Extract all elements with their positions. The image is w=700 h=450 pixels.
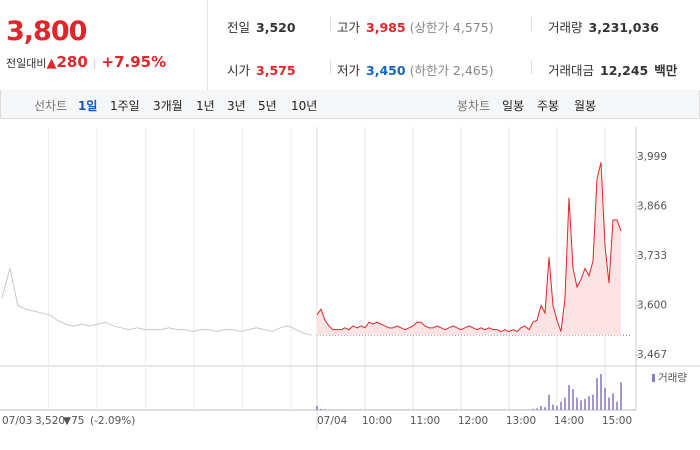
volume-bar	[620, 382, 622, 410]
stat-unit: 백만	[654, 63, 678, 78]
volume-bar	[572, 389, 574, 410]
tab[interactable]: 주봉	[537, 99, 560, 113]
x-tick-label: 15:00	[602, 415, 632, 427]
area	[317, 162, 621, 336]
change-value: 280	[56, 53, 88, 71]
change-label: 전일대비	[6, 57, 47, 70]
volume-bar	[568, 385, 570, 410]
stat-value: 3,520	[256, 20, 296, 35]
y-tick-label: 3,866	[637, 201, 667, 213]
y-tick-label: 3,467	[637, 349, 667, 361]
stat: 저가 3,450 (하한가 2,465)	[337, 60, 494, 79]
y-tick-label: 3,999	[637, 151, 667, 163]
change-pct: +7.95%	[101, 53, 167, 71]
tab-group-label: 선차트	[34, 99, 68, 113]
volume-bar	[588, 396, 590, 410]
volume-bar	[608, 397, 610, 410]
stat-label: 거래대금	[548, 63, 595, 78]
volume-bar	[584, 398, 586, 410]
divider: |	[92, 57, 97, 70]
stat-label: 저가	[337, 63, 361, 78]
x-tick-label: 10:00	[362, 415, 392, 427]
x-tick-label: 14:00	[554, 415, 584, 427]
volume-bar	[596, 378, 598, 410]
prev-close: 3,520	[35, 415, 65, 427]
volume-bar	[556, 405, 558, 410]
volume-bar	[592, 394, 594, 410]
x-tick-label: 13:00	[506, 415, 536, 427]
volume-bar	[560, 401, 562, 410]
volume-bar	[580, 400, 582, 410]
stat-value: 3,575	[256, 63, 296, 78]
y-tick-label: 3,600	[637, 300, 667, 312]
volume-bar	[604, 387, 606, 410]
volume-bar	[600, 374, 602, 410]
divider	[330, 17, 331, 31]
tab[interactable]: 1년	[196, 99, 215, 113]
stat-label: 고가	[337, 20, 361, 35]
divider	[531, 17, 532, 31]
stat: 거래대금 12,245 백만	[548, 60, 677, 79]
x-tick-label: 11:00	[410, 415, 440, 427]
legend-label: 거래량	[658, 372, 687, 384]
divider	[330, 60, 331, 74]
tab[interactable]: 일봉	[502, 99, 525, 113]
stat: 시가 3,575	[227, 60, 296, 79]
prev-change: ▼75	[63, 415, 84, 427]
stat-value: 3,985	[366, 20, 406, 35]
volume-bar	[320, 408, 322, 410]
tab-group-label: 봉차트	[457, 99, 491, 113]
x-tick-label: 07/04	[317, 415, 348, 427]
y-tick-label: 3,733	[637, 250, 667, 262]
stat-value: 12,245	[600, 63, 649, 78]
x-tick-label: 12:00	[458, 415, 488, 427]
stat-label: 전일	[227, 20, 251, 35]
stat-note: (상한가 4,575)	[409, 20, 494, 35]
prev-day-line	[1, 268, 313, 336]
tab[interactable]: 월봉	[574, 99, 597, 113]
tab[interactable]: 5년	[258, 99, 277, 113]
volume-bar	[324, 409, 326, 410]
volume-bar	[548, 394, 550, 410]
volume-bar	[552, 404, 554, 410]
volume-bar	[612, 393, 614, 410]
volume-bar	[540, 405, 542, 410]
legend-swatch	[652, 374, 655, 382]
stat: 거래량 3,231,036	[548, 17, 659, 36]
stat-value: 3,450	[366, 63, 406, 78]
tab[interactable]: 10년	[291, 99, 318, 113]
stat-label: 거래량	[548, 20, 583, 35]
stat-note: (하한가 2,465)	[409, 63, 494, 78]
prev-date: 07/03	[2, 415, 32, 427]
volume-bar	[328, 409, 330, 410]
prev-change-pct: (-2.09%)	[90, 415, 135, 427]
price-line	[316, 162, 622, 333]
tab[interactable]: 3년	[227, 99, 246, 113]
volume-bar	[564, 397, 566, 410]
up-arrow: ▲	[46, 56, 57, 71]
stat-label: 시가	[227, 63, 251, 78]
change: 전일대비▲280 | +7.95%	[6, 53, 166, 71]
volume-bar	[316, 405, 318, 410]
divider	[531, 60, 532, 74]
price: 3,800	[6, 16, 87, 47]
volume-bar	[576, 397, 578, 410]
tab[interactable]: 1일	[78, 99, 98, 113]
volume-bar	[616, 401, 618, 410]
stat-value: 3,231,036	[588, 20, 659, 35]
stat: 고가 3,985 (상한가 4,575)	[337, 17, 494, 36]
tab[interactable]: 1주일	[110, 99, 140, 113]
volume-bar	[532, 408, 534, 410]
volume-bar	[544, 407, 546, 410]
price-box: 3,800 전일대비▲280 | +7.95%	[0, 0, 208, 90]
tab[interactable]: 3개월	[153, 99, 183, 113]
header: 3,800 전일대비▲280 | +7.95% 전일 3,520 고가 3,985 (상한…	[0, 0, 700, 91]
stat: 전일 3,520	[227, 17, 296, 36]
volume-bar	[536, 408, 538, 410]
